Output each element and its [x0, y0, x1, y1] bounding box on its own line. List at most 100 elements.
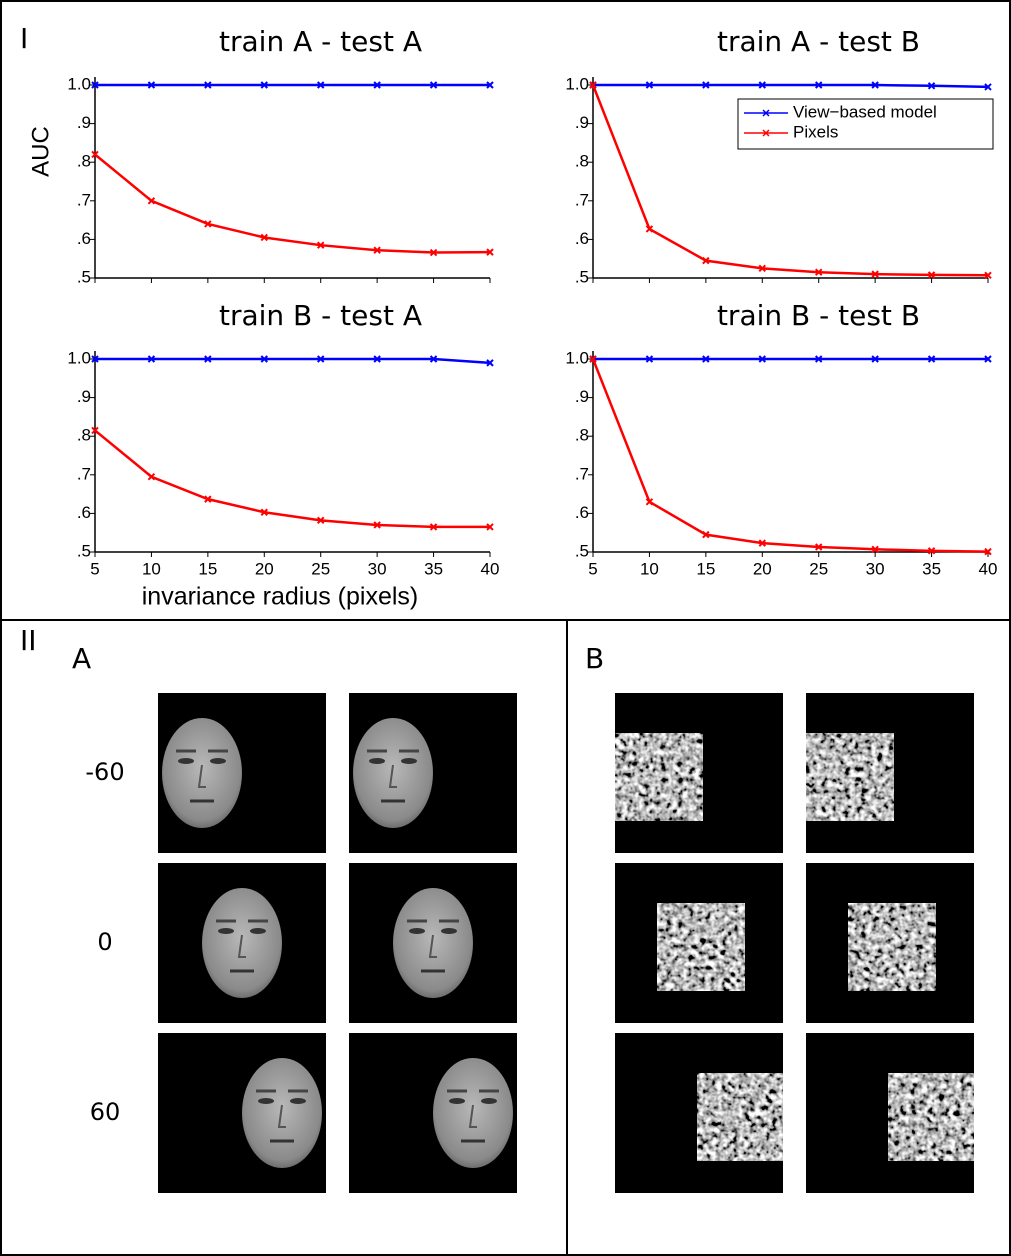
y-tick-label: .7	[77, 190, 91, 209]
row-label: 0	[97, 928, 112, 956]
eye	[481, 1098, 497, 1104]
x-tick-label: 20	[255, 559, 274, 578]
marker	[373, 81, 381, 89]
y-tick-label: .9	[575, 387, 589, 406]
nose	[468, 1104, 477, 1128]
marker	[927, 547, 936, 555]
panel-label: I	[20, 22, 28, 55]
noise-patch	[806, 733, 894, 821]
y-tick-label: .8	[575, 426, 589, 445]
legend	[737, 98, 994, 150]
noise-patch	[848, 903, 936, 991]
x-tick-label: 25	[311, 559, 330, 578]
marker	[927, 271, 936, 279]
noise-patch	[657, 903, 745, 991]
marker	[758, 355, 766, 363]
x-tick-label: 20	[753, 559, 772, 578]
face	[353, 718, 433, 828]
nose	[388, 764, 397, 788]
y-tick-label: .7	[77, 464, 91, 483]
eye	[441, 928, 457, 934]
marker	[758, 264, 766, 273]
y-tick-label: .9	[575, 113, 589, 132]
marker	[204, 495, 212, 503]
eye	[258, 1098, 274, 1104]
marker	[645, 355, 654, 363]
marker	[373, 355, 381, 363]
marker	[373, 246, 381, 254]
marker	[204, 355, 212, 363]
series-line	[591, 84, 989, 277]
x-tick-label: 40	[979, 559, 998, 578]
x-tick-label: 30	[866, 559, 885, 578]
marker	[91, 150, 99, 159]
marker	[702, 256, 710, 265]
marker	[645, 81, 654, 89]
marker	[589, 81, 597, 89]
marker	[317, 81, 325, 89]
marker	[147, 473, 156, 481]
marker	[147, 355, 156, 363]
marker	[815, 81, 823, 89]
marker	[815, 268, 823, 276]
x-tick-label: 40	[481, 559, 500, 578]
marker	[486, 81, 494, 89]
marker	[758, 539, 766, 547]
noise-patch	[888, 1073, 974, 1161]
marker	[871, 270, 879, 278]
marker	[204, 81, 212, 89]
chart-title: train B - test A	[219, 299, 422, 332]
marker	[486, 359, 494, 367]
panel-label: II	[20, 624, 37, 657]
eye	[401, 758, 417, 764]
y-tick-label: .6	[575, 229, 589, 248]
marker	[702, 355, 710, 363]
marker	[645, 498, 654, 506]
x-axis-label: invariance radius (pixels)	[142, 583, 419, 611]
chart-title: train A - test A	[219, 25, 422, 58]
y-tick-label: 1.0	[565, 348, 589, 367]
marker	[815, 355, 823, 363]
x-tick-label: 30	[368, 559, 387, 578]
series-line	[95, 357, 491, 365]
nose	[237, 934, 246, 958]
marker	[147, 81, 156, 89]
y-tick-label: .5	[575, 267, 589, 286]
y-tick-label: .9	[77, 387, 91, 406]
row-label: -60	[85, 758, 124, 786]
y-tick-label: 1.0	[565, 74, 589, 93]
legend-label: Pixels	[793, 122, 838, 141]
nose	[197, 764, 206, 788]
y-tick-label: .8	[77, 152, 91, 171]
y-tick-label: .5	[77, 267, 91, 286]
y-tick-label: 1.0	[67, 348, 91, 367]
y-tick-label: 1.0	[67, 74, 91, 93]
eye	[210, 758, 226, 764]
marker	[260, 508, 268, 516]
marker	[486, 523, 494, 531]
marker	[871, 81, 879, 89]
marker	[373, 521, 381, 529]
marker	[317, 241, 325, 249]
x-tick-label: 5	[588, 559, 597, 578]
noise-patch	[697, 1073, 783, 1161]
noise-patch	[615, 733, 703, 821]
y-tick-label: .8	[575, 152, 589, 171]
face	[242, 1058, 322, 1168]
legend-marker	[762, 109, 770, 117]
chart-title: train A - test B	[717, 25, 920, 58]
series-line	[593, 83, 989, 89]
marker	[871, 355, 879, 363]
eye	[369, 758, 385, 764]
x-tick-label: 15	[198, 559, 217, 578]
x-tick-label: 35	[922, 559, 941, 578]
nose	[428, 934, 437, 958]
eye	[250, 928, 266, 934]
eye	[409, 928, 425, 934]
chart-title: train B - test B	[717, 299, 920, 332]
face	[433, 1058, 513, 1168]
marker	[91, 426, 99, 435]
marker	[260, 355, 268, 363]
marker	[984, 271, 992, 280]
series-line	[94, 429, 490, 529]
